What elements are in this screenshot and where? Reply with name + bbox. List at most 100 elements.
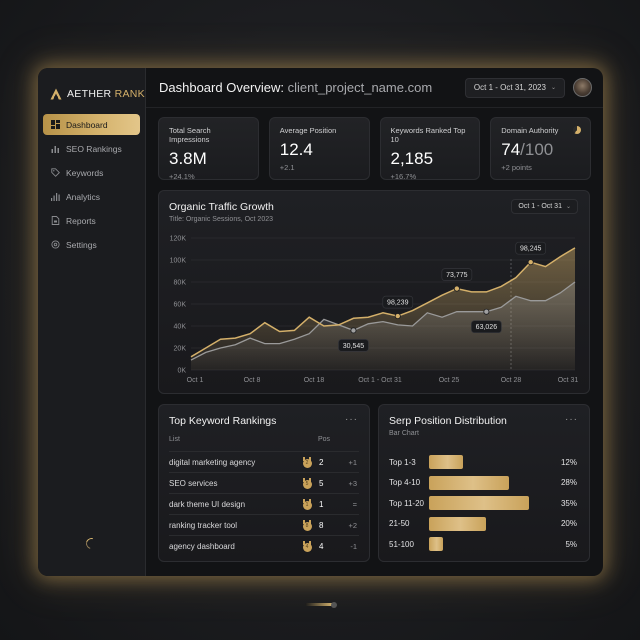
sidebar-item-reports[interactable]: Reports	[43, 210, 140, 231]
svg-text:Oct 28: Oct 28	[501, 377, 522, 384]
svg-text:120K: 120K	[170, 236, 187, 243]
sidebar-item-settings[interactable]: Settings	[43, 234, 140, 255]
sidebar-item-label: SEO Rankings	[66, 143, 122, 154]
keyword-position: 4	[319, 541, 324, 551]
sidebar-item-dashboard[interactable]: Dashboard	[43, 114, 140, 135]
kpi-delta: +2.1	[279, 163, 295, 172]
organic-traffic-card: 0K 20K 40K 60K 80K 100K 120K Oct 1 Oct 8 Oct 18 Oc…	[158, 190, 590, 394]
chart-range-dropdown[interactable]: Oct 1 - Oct 31 ⌄	[511, 199, 578, 214]
logo-icon	[50, 88, 62, 100]
medal-icon: 1	[302, 498, 312, 510]
date-range-dropdown[interactable]: Oct 1 - Oct 31, 2023 ⌄	[464, 77, 565, 98]
page-indicator-dot[interactable]	[331, 602, 337, 608]
page-title: Dashboard Overview: client_project_name.…	[159, 80, 433, 95]
project-name: client_project_name.com	[287, 80, 433, 95]
svg-text:20K: 20K	[174, 346, 187, 353]
serp-bucket-percent: 35%	[560, 498, 577, 508]
avatar[interactable]	[573, 78, 592, 97]
position-change: +2	[348, 520, 357, 530]
table-row[interactable]: ranking tracker tool 8 8 +2	[169, 514, 359, 535]
bar-chart-icon	[51, 144, 60, 153]
svg-text:Oct 31: Oct 31	[558, 377, 579, 384]
table-row[interactable]: SEO services 5 5 +3	[169, 472, 359, 493]
svg-text:60K: 60K	[174, 302, 187, 309]
serp-bar[interactable]	[429, 455, 463, 470]
svg-text:40K: 40K	[174, 324, 187, 331]
serp-bar[interactable]	[429, 496, 529, 511]
serp-distribution-card: Serp Position Distribution ··· Bar Chart…	[378, 404, 590, 562]
svg-text:Oct 25: Oct 25	[439, 377, 460, 384]
serp-bucket-label: 21-50	[389, 519, 410, 529]
kpi-domain-authority: Domain Authority 74/100 +2 points	[490, 117, 591, 180]
serp-bar[interactable]	[429, 475, 509, 490]
svg-text:0K: 0K	[177, 368, 186, 375]
svg-text:80K: 80K	[174, 280, 187, 287]
logo-text: AETHER RANK	[67, 88, 145, 100]
position-change: =	[352, 499, 357, 509]
svg-text:Oct 1: Oct 1	[187, 377, 204, 384]
keyword-position: 1	[319, 499, 324, 509]
svg-text:73,775: 73,775	[446, 272, 468, 279]
keyword-position: 2	[319, 457, 324, 467]
table-row[interactable]: digital marketing agency 2 2 +1	[169, 451, 359, 472]
card-title: Serp Position Distribution	[389, 415, 507, 427]
kpi-total-impressions: Total Search Impressions 3.8M +24.1%	[158, 117, 259, 181]
serp-bucket-label: Top 4-10	[389, 478, 421, 488]
table-row[interactable]: agency dashboard 4 4 -1	[169, 535, 359, 556]
sidebar: AETHER RANK Dashboard SEO Rankings Keywo…	[38, 68, 146, 576]
main-content: Dashboard Overview: client_project_name.…	[146, 68, 603, 576]
keyword-term: dark theme UI design	[169, 499, 246, 509]
svg-text:98,245: 98,245	[520, 246, 542, 253]
card-subtitle: Bar Chart	[389, 430, 419, 437]
sidebar-item-label: Keywords	[66, 167, 104, 178]
traffic-chart: 0K 20K 40K 60K 80K 100K 120K Oct 1 Oct 8 Oct 18 Oc…	[170, 236, 579, 385]
kpi-delta: +16.7%	[390, 172, 417, 181]
serp-bar[interactable]	[429, 537, 443, 552]
page-indicator[interactable]	[305, 603, 333, 606]
svg-text:63,026: 63,026	[476, 324, 498, 331]
card-title: Organic Traffic Growth	[169, 201, 274, 213]
sidebar-item-label: Analytics	[66, 191, 101, 202]
keyword-table: digital marketing agency 2 2 +1 SEO services…	[169, 451, 359, 556]
kpi-value: 12.4	[279, 140, 313, 159]
sidebar-item-analytics[interactable]: Analytics	[43, 186, 140, 207]
svg-text:100K: 100K	[170, 258, 187, 265]
position-change: -1	[350, 541, 357, 551]
medal-icon: 4	[302, 540, 312, 552]
serp-bar-row: 51-100 5%	[389, 534, 579, 555]
position-change: +3	[348, 478, 357, 488]
serp-bar[interactable]	[429, 516, 486, 531]
more-options-icon[interactable]: ···	[565, 414, 578, 425]
card-subtitle: Title: Organic Sessions, Oct 2023	[169, 216, 274, 223]
logo: AETHER RANK	[38, 68, 145, 108]
serp-bar-row: Top 4-10 28%	[389, 473, 579, 494]
grid-icon	[51, 120, 60, 129]
kpi-row: Total Search Impressions 3.8M +24.1% Ave…	[158, 117, 591, 181]
serp-bucket-percent: 20%	[560, 519, 577, 529]
card-title: Top Keyword Rankings	[169, 415, 277, 427]
serp-bar-row: Top 1-3 12%	[389, 452, 579, 473]
serp-bar-row: Top 11-20 35%	[389, 493, 579, 514]
more-options-icon[interactable]: ···	[345, 414, 358, 425]
header: Dashboard Overview: client_project_name.…	[146, 68, 603, 108]
svg-text:30,545: 30,545	[343, 343, 365, 350]
sidebar-item-label: Dashboard	[66, 119, 108, 130]
table-row[interactable]: dark theme UI design 1 1 =	[169, 493, 359, 514]
svg-text:Oct 1 - Oct 31: Oct 1 - Oct 31	[358, 377, 402, 384]
serp-bar-chart: Top 1-3 12% Top 4-10 28% Top 11-20 35% 21-50 20…	[389, 452, 579, 555]
loading-spinner-icon	[83, 535, 100, 552]
sidebar-item-label: Settings	[66, 239, 97, 250]
kpi-delta: +24.1%	[169, 172, 195, 181]
sidebar-item-keywords[interactable]: Keywords	[43, 162, 140, 183]
serp-bucket-percent: 5%	[565, 539, 577, 549]
medal-icon: 8	[302, 519, 312, 531]
analytics-icon	[51, 192, 60, 201]
kpi-value: 3.8M	[169, 149, 207, 168]
gear-icon	[51, 240, 60, 249]
sidebar-item-seo-rankings[interactable]: SEO Rankings	[43, 138, 140, 159]
kpi-value: 74/100	[501, 140, 554, 159]
keyword-term: agency dashboard	[169, 541, 235, 551]
chevron-down-icon: ⌄	[565, 204, 571, 210]
document-icon	[51, 216, 60, 225]
sidebar-item-label: Reports	[66, 215, 96, 226]
